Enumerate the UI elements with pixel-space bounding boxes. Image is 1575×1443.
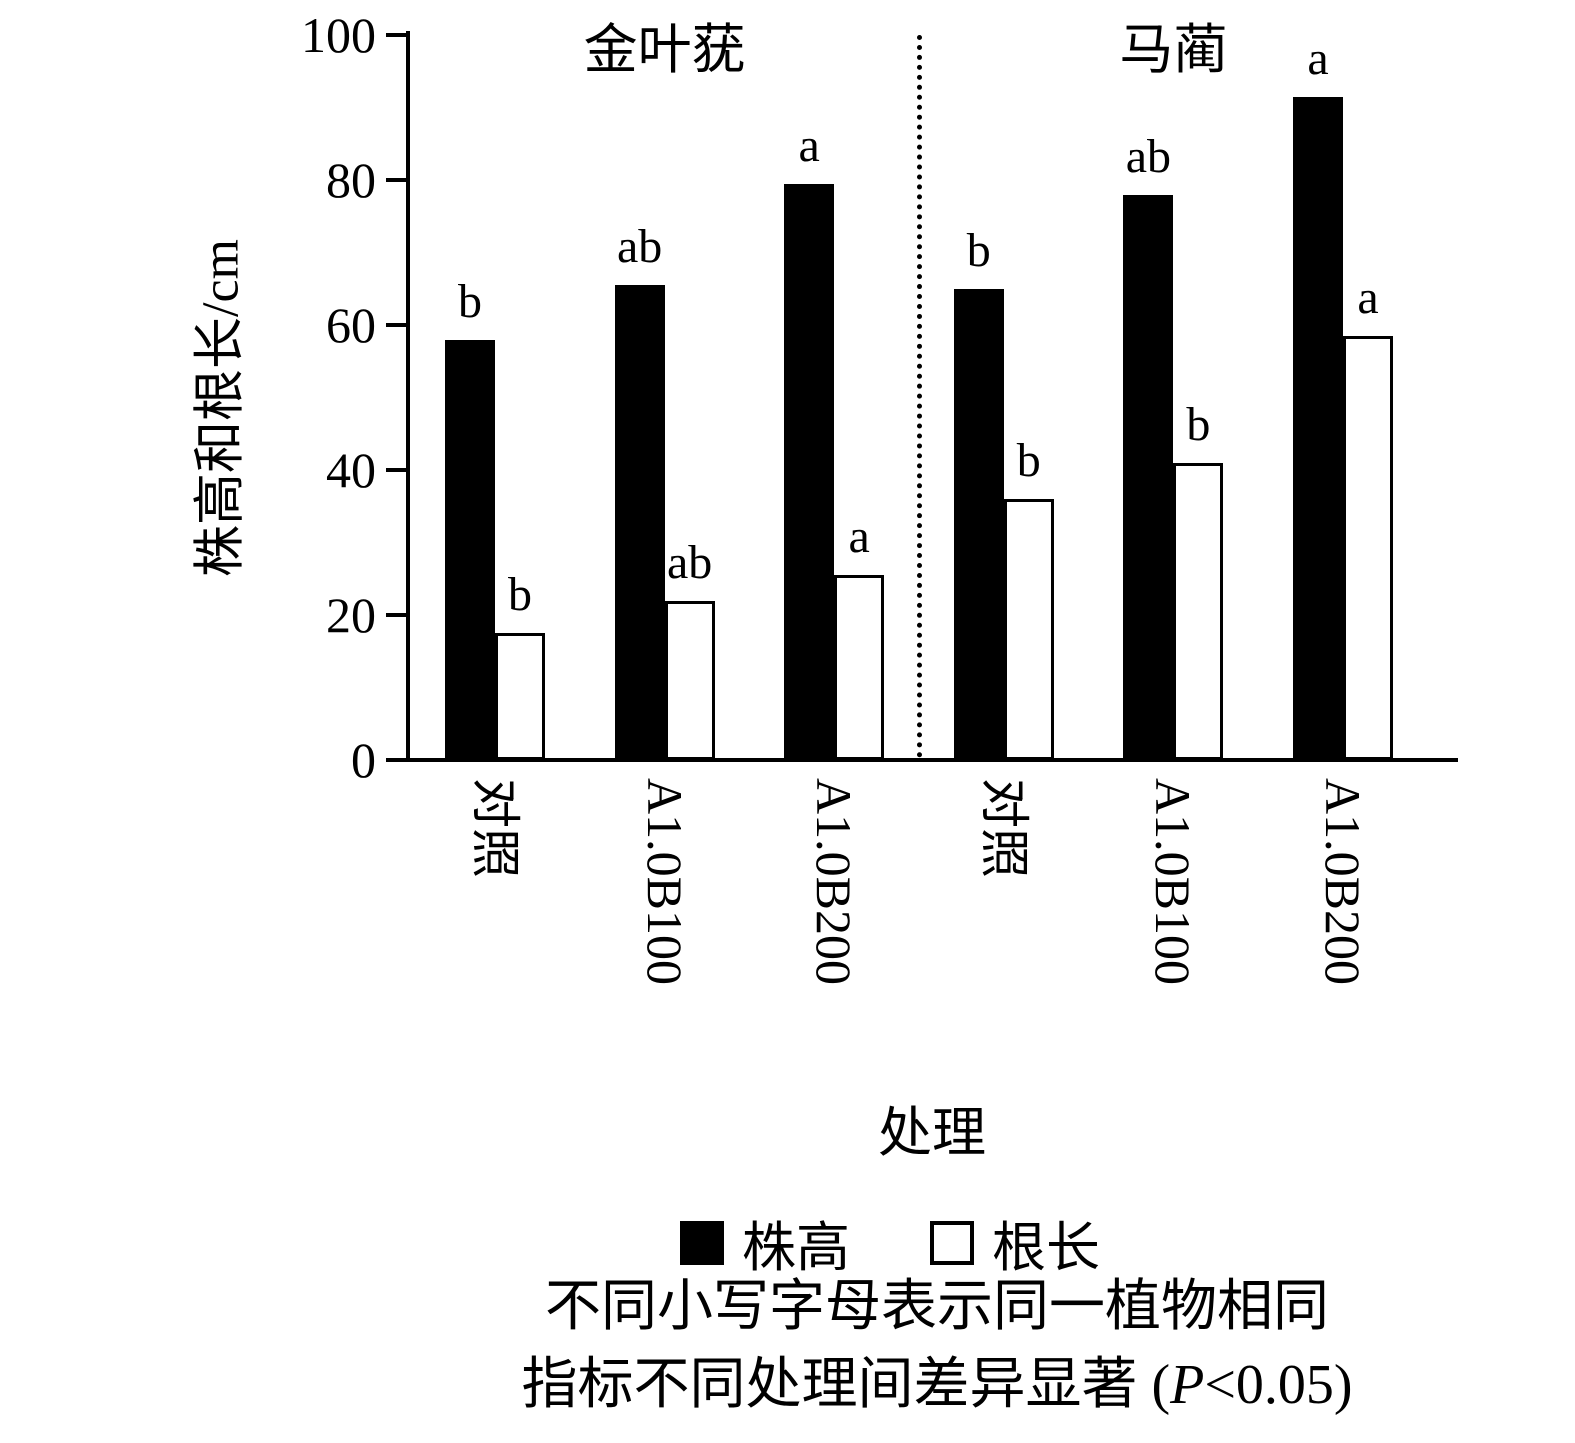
x-axis-title: 处理 xyxy=(878,1103,986,1163)
x-tick-label: A1.0B200 xyxy=(806,778,863,985)
significance-letter: a xyxy=(848,510,870,564)
group-title: 金叶莸 xyxy=(583,20,746,80)
caption-p-symbol: P xyxy=(1170,1354,1205,1416)
y-tick-mark xyxy=(386,178,406,182)
bar-plant-height xyxy=(1293,96,1343,760)
significance-letter: b xyxy=(966,223,991,277)
figure-caption: 不同小写字母表示同一植物相同 指标不同处理间差异显著 (P<0.05) xyxy=(521,1268,1352,1424)
bar-plant-height xyxy=(784,183,835,760)
bar-root-length xyxy=(664,600,715,760)
bar-root-length xyxy=(1173,462,1224,760)
x-tick-label: 对照 xyxy=(467,778,523,878)
significance-letter: ab xyxy=(666,535,713,589)
y-tick-label: 100 xyxy=(301,7,376,63)
y-tick-mark xyxy=(386,468,406,472)
x-axis-line xyxy=(406,758,1458,762)
legend-label-plant-height: 株高 xyxy=(742,1218,850,1278)
legend: 株高 根长 xyxy=(680,1203,1100,1282)
bar-plant-height xyxy=(614,285,665,760)
significance-letter: b xyxy=(1186,397,1211,451)
caption-line-2: 指标不同处理间差异显著 (P<0.05) xyxy=(521,1346,1352,1424)
y-tick-label: 60 xyxy=(326,297,376,353)
bar-plant-height xyxy=(445,339,495,760)
open-square-icon xyxy=(930,1220,974,1265)
bar-root-length xyxy=(834,575,885,760)
x-tick-label: A1.0B200 xyxy=(1315,778,1371,985)
significance-letter: b xyxy=(508,568,532,622)
bar-root-length xyxy=(1343,335,1393,760)
y-tick-label: 40 xyxy=(326,442,376,498)
significance-letter: a xyxy=(798,118,820,172)
bar-plant-height xyxy=(1123,194,1174,760)
y-tick-mark xyxy=(386,758,406,762)
caption-text: 指标不同处理间差异显著 ( xyxy=(521,1354,1171,1416)
y-axis-line xyxy=(406,31,410,762)
significance-letter: a xyxy=(1357,270,1379,324)
bar-root-length xyxy=(1003,499,1054,760)
legend-item-plant-height: 株高 xyxy=(680,1203,850,1282)
bar-plant-height xyxy=(953,288,1004,760)
significance-letter: a xyxy=(1307,31,1329,85)
filled-square-icon xyxy=(680,1220,724,1265)
y-tick-label: 80 xyxy=(326,152,376,208)
x-tick-label: A1.0B100 xyxy=(636,778,693,985)
significance-letter: b xyxy=(458,274,482,328)
x-tick-label: 对照 xyxy=(975,778,1032,878)
legend-label-root-length: 根长 xyxy=(992,1218,1100,1278)
y-tick-mark xyxy=(386,323,406,327)
caption-line-1: 不同小写字母表示同一植物相同 xyxy=(544,1276,1329,1338)
bar-root-length xyxy=(495,633,545,760)
legend-item-root-length: 根长 xyxy=(930,1203,1100,1282)
y-tick-label: 20 xyxy=(326,587,376,643)
significance-letter: ab xyxy=(1125,129,1172,183)
group-title: 马蔺 xyxy=(1119,20,1228,80)
y-tick-mark xyxy=(386,33,406,37)
caption-text: <0.05) xyxy=(1204,1354,1353,1416)
significance-letter: b xyxy=(1016,434,1041,487)
y-tick-mark xyxy=(386,613,406,617)
group-separator-line xyxy=(917,35,922,758)
significance-letter: ab xyxy=(616,220,663,274)
y-axis-label: 株高和根长/cm xyxy=(192,239,250,577)
y-tick-label: 0 xyxy=(351,732,376,788)
x-tick-label: A1.0B100 xyxy=(1145,778,1202,985)
